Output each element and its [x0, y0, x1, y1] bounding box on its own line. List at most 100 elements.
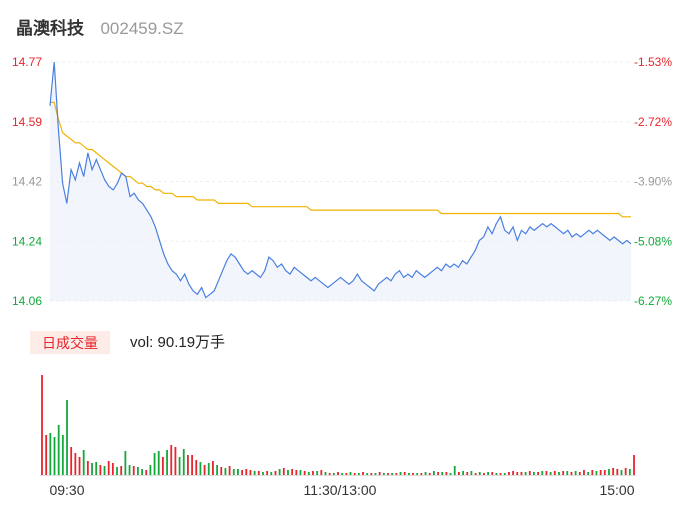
volume-bar [207, 463, 210, 475]
volume-bar [578, 472, 581, 475]
volume-bar [483, 473, 485, 475]
volume-bar [237, 469, 239, 475]
volume-bar [570, 472, 573, 475]
volume-bar [295, 470, 298, 475]
volume-bar [595, 471, 598, 475]
volume-bar [266, 471, 269, 475]
volume-bar [541, 471, 544, 475]
volume-bar [86, 461, 89, 475]
volume-bar [466, 472, 469, 475]
volume-bar [537, 472, 540, 475]
volume-bar [303, 471, 306, 475]
volume-bar [512, 471, 514, 475]
volume-bar [608, 469, 610, 475]
volume-bar [366, 473, 369, 475]
volume-bar [278, 469, 281, 475]
volume-bar [274, 471, 277, 475]
volume-bar [41, 375, 43, 475]
volume-bar [378, 472, 381, 475]
volume-bar [82, 450, 85, 475]
volume-bar [241, 470, 244, 475]
volume-bar [166, 450, 168, 475]
volume-bar [612, 468, 615, 475]
volume-bar [391, 473, 394, 475]
time-tick-label: 11:30/13:00 [304, 482, 377, 498]
volume-bar [633, 455, 635, 475]
volume-bars [41, 375, 635, 475]
volume-bar [508, 472, 510, 475]
volume-bar [45, 435, 48, 475]
time-tick-label: 15:00 [599, 482, 634, 498]
volume-bar [316, 471, 319, 475]
percent-tick-label: -2.72% [634, 115, 672, 129]
price-tick-label: 14.06 [12, 294, 42, 308]
volume-bar [353, 473, 356, 475]
volume-bar [324, 472, 327, 475]
stock-header: 晶澳科技 002459.SZ [16, 14, 184, 38]
volume-bar [599, 470, 602, 475]
volume-bar [312, 471, 314, 475]
volume-label: vol: 90.19万手 [130, 334, 225, 351]
volume-bar [549, 472, 552, 475]
percent-tick-label: -6.27% [634, 294, 672, 308]
volume-bar [328, 473, 331, 475]
volume-bar [149, 465, 152, 475]
volume-bar [320, 470, 323, 475]
volume-bar [91, 463, 93, 475]
volume-bar [262, 472, 264, 475]
volume-bar [495, 473, 498, 475]
percent-tick-label: -5.08% [634, 234, 672, 248]
volume-bar [178, 457, 181, 475]
volume-bar [136, 467, 139, 475]
volume-bar [257, 471, 260, 475]
volume-bar [174, 447, 177, 475]
volume-bar [620, 470, 623, 475]
volume-bar [382, 473, 385, 475]
volume-bar [449, 473, 452, 475]
volume-bar [128, 465, 131, 475]
volume-bar [132, 466, 135, 475]
volume-bar [387, 473, 389, 475]
volume-bar [412, 473, 414, 475]
volume-bar [474, 473, 477, 475]
volume-bar [624, 468, 627, 475]
volume-bar [187, 455, 189, 475]
volume-bar [49, 433, 52, 475]
volume-bar [191, 455, 193, 475]
stock-name: 晶澳科技 [16, 19, 84, 38]
price-area-fill [50, 62, 631, 301]
volume-badge-bg [30, 331, 110, 354]
volume-bar [524, 472, 527, 475]
volume-bar [374, 473, 377, 475]
volume-bar [491, 472, 494, 475]
volume-bar [591, 470, 594, 475]
volume-bar [270, 472, 273, 475]
volume-bar [228, 466, 231, 475]
volume-bar [153, 453, 156, 475]
volume-bar [124, 451, 127, 475]
volume-bar [424, 472, 427, 475]
volume-bar [337, 472, 339, 475]
volume-bar [224, 468, 227, 475]
volume-bar [349, 472, 352, 475]
volume-bar [453, 466, 456, 475]
price-axis-labels: 14.77 14.59 14.42 14.24 14.06 -1.53% -2.72% -3.… [12, 55, 672, 308]
volume-bar [487, 472, 489, 475]
volume-bar [145, 470, 148, 475]
volume-bar [458, 472, 460, 475]
volume-bar [162, 457, 164, 475]
volume-bar [503, 473, 506, 475]
time-axis-labels: 09:30 11:30/13:00 15:00 [49, 482, 634, 498]
price-tick-label: 14.59 [12, 115, 42, 129]
volume-bar [437, 472, 439, 475]
volume-bar [574, 471, 577, 475]
volume-bar [516, 472, 519, 475]
volume-bar [583, 470, 585, 475]
percent-tick-label: -3.90% [634, 175, 672, 189]
volume-bar [57, 425, 60, 475]
volume-bar [357, 473, 360, 475]
volume-bar [362, 472, 364, 475]
volume-bar [407, 473, 410, 475]
volume-bar [157, 451, 160, 475]
price-tick-label: 14.24 [12, 234, 42, 248]
